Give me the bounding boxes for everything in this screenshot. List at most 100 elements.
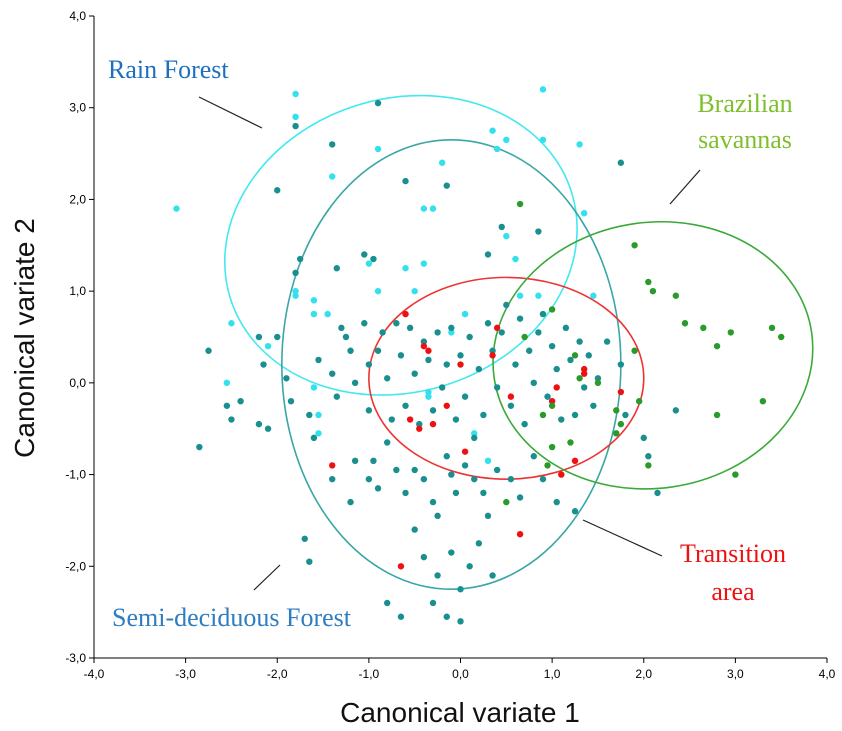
rain-forest-point <box>489 127 496 134</box>
semi-deciduous-point <box>617 361 625 368</box>
transition-point <box>507 393 515 400</box>
semi-deciduous-point <box>516 494 524 501</box>
semi-deciduous-point <box>228 416 235 423</box>
rain-forest-point <box>425 388 432 396</box>
semi-deciduous-point <box>429 407 437 414</box>
semi-deciduous-point <box>516 315 524 322</box>
semi-deciduous-label: Semi-deciduous Forest <box>112 603 352 632</box>
y-tick-label: 1,0 <box>69 284 86 298</box>
x-tick-label: -3,0 <box>175 667 196 681</box>
semi-deciduous-point <box>338 324 345 332</box>
semi-deciduous-point <box>475 540 483 547</box>
savannas-point <box>548 306 556 313</box>
savannas-point <box>521 333 528 341</box>
rain-forest-point <box>310 310 318 318</box>
semi-deciduous-point <box>351 379 359 387</box>
semi-deciduous-point <box>329 475 336 483</box>
semi-deciduous-point <box>603 338 611 345</box>
semi-deciduous-point <box>567 356 574 364</box>
semi-deciduous-point <box>484 251 492 258</box>
semi-deciduous-point <box>539 310 547 318</box>
savannas-point <box>594 379 602 387</box>
semi-deciduous-point <box>255 333 263 341</box>
rain-forest-point <box>310 384 318 391</box>
semi-deciduous-point <box>223 402 231 409</box>
semi-deciduous-point <box>457 352 464 359</box>
semi-deciduous-point <box>530 379 537 387</box>
rain-forest-point <box>292 292 299 299</box>
rain-forest-point <box>493 145 501 153</box>
semi-deciduous-point <box>292 269 299 276</box>
semi-deciduous-point <box>411 526 418 533</box>
savannas-point <box>700 324 707 332</box>
semi-deciduous-point <box>365 361 373 368</box>
semi-deciduous-point <box>448 471 455 478</box>
semi-deciduous-point <box>493 384 501 391</box>
semi-deciduous-point <box>397 613 405 620</box>
y-tick-label: -1,0 <box>65 468 86 482</box>
rain-forest-point <box>329 173 336 180</box>
rain-forest-point <box>539 86 547 93</box>
savannas-point <box>631 242 638 249</box>
semi-deciduous-point <box>374 347 382 354</box>
transition-point <box>329 462 336 469</box>
semi-deciduous-point <box>471 475 478 483</box>
semi-deciduous-point <box>434 572 441 579</box>
semi-deciduous-point <box>443 453 450 460</box>
x-tick-label: 3,0 <box>727 667 744 681</box>
savannas-label: savannas <box>698 125 792 154</box>
semi-deciduous-point <box>274 187 281 194</box>
semi-deciduous-point <box>645 453 652 460</box>
savannas-point <box>548 443 556 451</box>
rain-forest-point <box>310 297 318 304</box>
savannas-point <box>548 402 556 409</box>
x-axis-title: Canonical variate 1 <box>340 697 580 728</box>
semi-deciduous-point <box>553 498 560 506</box>
semi-deciduous-point <box>416 420 423 428</box>
y-tick-label: 2,0 <box>69 192 86 206</box>
transition-point <box>457 361 464 368</box>
savannas-point <box>539 411 547 419</box>
axes: -4,0 -3,0 -2,0 -1,0 0,0 1,0 2,0 3,0 4,0 4,0 3,0 2,… <box>65 9 835 681</box>
transition-point <box>429 420 437 428</box>
x-tick-label: 0,0 <box>452 667 469 681</box>
rain-forest-point <box>264 342 272 350</box>
semi-deciduous-point <box>507 475 515 483</box>
semi-deciduous-point <box>429 498 437 506</box>
savannas-point <box>503 498 510 506</box>
rain-forest-point <box>228 320 235 327</box>
annotation-leaders <box>198 96 701 591</box>
transition-point <box>406 416 414 423</box>
rain-forest-point <box>503 136 510 144</box>
rain-forest-point <box>580 209 588 217</box>
rain-forest-point <box>315 430 322 437</box>
savannas-point <box>635 398 643 405</box>
savannas-ellipse <box>492 220 814 490</box>
semi-deciduous-point <box>342 333 350 341</box>
x-tick-label: 2,0 <box>635 667 652 681</box>
semi-deciduous-point <box>448 324 455 332</box>
transition-point <box>580 365 588 373</box>
semi-deciduous-point <box>393 320 400 327</box>
transition-point <box>571 457 579 465</box>
semi-deciduous-point <box>420 553 428 561</box>
semi-deciduous-point <box>361 251 368 258</box>
rain-forest-point <box>425 393 432 400</box>
semi-deciduous-point <box>480 411 487 419</box>
transition-point <box>425 347 432 354</box>
semi-deciduous-point <box>333 393 341 400</box>
savannas-point <box>613 430 620 437</box>
semi-deciduous-point <box>306 411 313 419</box>
semi-deciduous-point <box>571 411 579 419</box>
rain-forest-point <box>429 205 437 212</box>
semi-deciduous-point <box>351 457 359 465</box>
transition-point <box>493 324 501 332</box>
semi-deciduous-point <box>466 563 473 570</box>
rain-forest-leader <box>198 96 263 129</box>
transition-point <box>516 530 524 538</box>
transition-point <box>397 563 405 570</box>
semi-deciduous-point <box>379 329 386 336</box>
savannas-point <box>613 407 620 414</box>
rain-forest-point <box>292 113 299 121</box>
